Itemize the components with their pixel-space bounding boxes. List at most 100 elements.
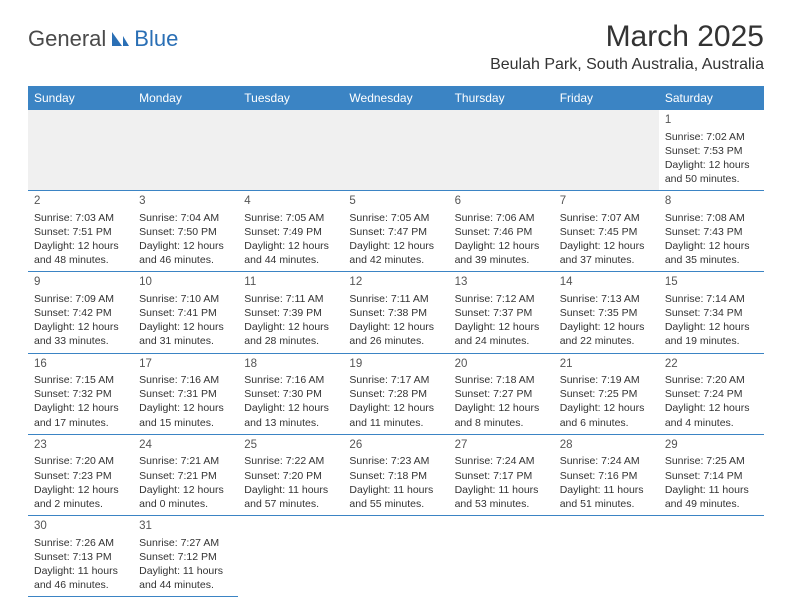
daylight-text: Daylight: 12 hours <box>349 401 442 415</box>
daylight-text: and 6 minutes. <box>560 416 653 430</box>
calendar-cell <box>343 516 448 597</box>
sunrise-text: Sunrise: 7:09 AM <box>34 292 127 306</box>
sunrise-text: Sunrise: 7:24 AM <box>560 454 653 468</box>
sunrise-text: Sunrise: 7:11 AM <box>349 292 442 306</box>
sunset-text: Sunset: 7:30 PM <box>244 387 337 401</box>
day-header: Saturday <box>659 86 764 110</box>
location-text: Beulah Park, South Australia, Australia <box>490 56 764 74</box>
sunset-text: Sunset: 7:20 PM <box>244 469 337 483</box>
daylight-text: and 37 minutes. <box>560 253 653 267</box>
day-number: 17 <box>139 357 232 373</box>
daylight-text: Daylight: 12 hours <box>665 158 758 172</box>
daylight-text: and 33 minutes. <box>34 334 127 348</box>
daylight-text: Daylight: 12 hours <box>139 320 232 334</box>
daylight-text: Daylight: 12 hours <box>139 239 232 253</box>
daylight-text: and 19 minutes. <box>665 334 758 348</box>
daylight-text: Daylight: 11 hours <box>244 483 337 497</box>
calendar-cell: 9Sunrise: 7:09 AMSunset: 7:42 PMDaylight… <box>28 272 133 353</box>
calendar-cell: 21Sunrise: 7:19 AMSunset: 7:25 PMDayligh… <box>554 353 659 434</box>
calendar-cell: 14Sunrise: 7:13 AMSunset: 7:35 PMDayligh… <box>554 272 659 353</box>
calendar-cell: 8Sunrise: 7:08 AMSunset: 7:43 PMDaylight… <box>659 191 764 272</box>
daylight-text: Daylight: 12 hours <box>665 401 758 415</box>
sail-icon <box>110 28 130 54</box>
calendar-week: 1Sunrise: 7:02 AMSunset: 7:53 PMDaylight… <box>28 110 764 191</box>
sunrise-text: Sunrise: 7:23 AM <box>349 454 442 468</box>
daylight-text: and 35 minutes. <box>665 253 758 267</box>
day-number: 6 <box>455 194 548 210</box>
calendar-cell <box>554 110 659 191</box>
calendar-cell <box>343 110 448 191</box>
calendar-cell <box>238 110 343 191</box>
sunset-text: Sunset: 7:16 PM <box>560 469 653 483</box>
sunset-text: Sunset: 7:49 PM <box>244 225 337 239</box>
sunset-text: Sunset: 7:17 PM <box>455 469 548 483</box>
daylight-text: Daylight: 12 hours <box>244 401 337 415</box>
sunrise-text: Sunrise: 7:24 AM <box>455 454 548 468</box>
sunset-text: Sunset: 7:53 PM <box>665 144 758 158</box>
daylight-text: and 0 minutes. <box>139 497 232 511</box>
day-number: 29 <box>665 438 758 454</box>
daylight-text: and 48 minutes. <box>34 253 127 267</box>
day-number: 5 <box>349 194 442 210</box>
day-number: 30 <box>34 519 127 535</box>
sunset-text: Sunset: 7:39 PM <box>244 306 337 320</box>
sunrise-text: Sunrise: 7:22 AM <box>244 454 337 468</box>
day-number: 22 <box>665 357 758 373</box>
sunrise-text: Sunrise: 7:03 AM <box>34 211 127 225</box>
day-number: 9 <box>34 275 127 291</box>
daylight-text: Daylight: 12 hours <box>34 483 127 497</box>
sunrise-text: Sunrise: 7:12 AM <box>455 292 548 306</box>
day-number: 23 <box>34 438 127 454</box>
calendar-cell: 4Sunrise: 7:05 AMSunset: 7:49 PMDaylight… <box>238 191 343 272</box>
daylight-text: and 57 minutes. <box>244 497 337 511</box>
daylight-text: Daylight: 12 hours <box>244 320 337 334</box>
day-number: 20 <box>455 357 548 373</box>
calendar-cell: 25Sunrise: 7:22 AMSunset: 7:20 PMDayligh… <box>238 434 343 515</box>
calendar-cell: 7Sunrise: 7:07 AMSunset: 7:45 PMDaylight… <box>554 191 659 272</box>
day-number: 7 <box>560 194 653 210</box>
sunset-text: Sunset: 7:23 PM <box>34 469 127 483</box>
daylight-text: and 49 minutes. <box>665 497 758 511</box>
day-number: 4 <box>244 194 337 210</box>
sunset-text: Sunset: 7:37 PM <box>455 306 548 320</box>
day-number: 10 <box>139 275 232 291</box>
daylight-text: and 51 minutes. <box>560 497 653 511</box>
daylight-text: and 44 minutes. <box>244 253 337 267</box>
day-number: 16 <box>34 357 127 373</box>
day-header: Monday <box>133 86 238 110</box>
calendar-cell: 1Sunrise: 7:02 AMSunset: 7:53 PMDaylight… <box>659 110 764 191</box>
sunset-text: Sunset: 7:47 PM <box>349 225 442 239</box>
daylight-text: Daylight: 12 hours <box>34 320 127 334</box>
daylight-text: and 2 minutes. <box>34 497 127 511</box>
daylight-text: and 4 minutes. <box>665 416 758 430</box>
day-number: 14 <box>560 275 653 291</box>
calendar-cell: 24Sunrise: 7:21 AMSunset: 7:21 PMDayligh… <box>133 434 238 515</box>
daylight-text: and 55 minutes. <box>349 497 442 511</box>
daylight-text: and 50 minutes. <box>665 172 758 186</box>
calendar-cell: 5Sunrise: 7:05 AMSunset: 7:47 PMDaylight… <box>343 191 448 272</box>
day-number: 3 <box>139 194 232 210</box>
calendar-cell: 26Sunrise: 7:23 AMSunset: 7:18 PMDayligh… <box>343 434 448 515</box>
day-number: 13 <box>455 275 548 291</box>
calendar-cell: 29Sunrise: 7:25 AMSunset: 7:14 PMDayligh… <box>659 434 764 515</box>
day-number: 18 <box>244 357 337 373</box>
calendar-week: 16Sunrise: 7:15 AMSunset: 7:32 PMDayligh… <box>28 353 764 434</box>
daylight-text: and 17 minutes. <box>34 416 127 430</box>
calendar-week: 30Sunrise: 7:26 AMSunset: 7:13 PMDayligh… <box>28 516 764 597</box>
sunrise-text: Sunrise: 7:27 AM <box>139 536 232 550</box>
calendar-cell <box>659 516 764 597</box>
sunset-text: Sunset: 7:43 PM <box>665 225 758 239</box>
header-right: March 2025 Beulah Park, South Australia,… <box>490 20 764 78</box>
day-header: Friday <box>554 86 659 110</box>
day-header: Sunday <box>28 86 133 110</box>
calendar-cell: 3Sunrise: 7:04 AMSunset: 7:50 PMDaylight… <box>133 191 238 272</box>
daylight-text: Daylight: 12 hours <box>455 401 548 415</box>
sunrise-text: Sunrise: 7:10 AM <box>139 292 232 306</box>
sunrise-text: Sunrise: 7:06 AM <box>455 211 548 225</box>
daylight-text: Daylight: 12 hours <box>349 320 442 334</box>
calendar-cell <box>238 516 343 597</box>
calendar-week: 23Sunrise: 7:20 AMSunset: 7:23 PMDayligh… <box>28 434 764 515</box>
daylight-text: and 42 minutes. <box>349 253 442 267</box>
sunrise-text: Sunrise: 7:07 AM <box>560 211 653 225</box>
daylight-text: Daylight: 12 hours <box>34 239 127 253</box>
